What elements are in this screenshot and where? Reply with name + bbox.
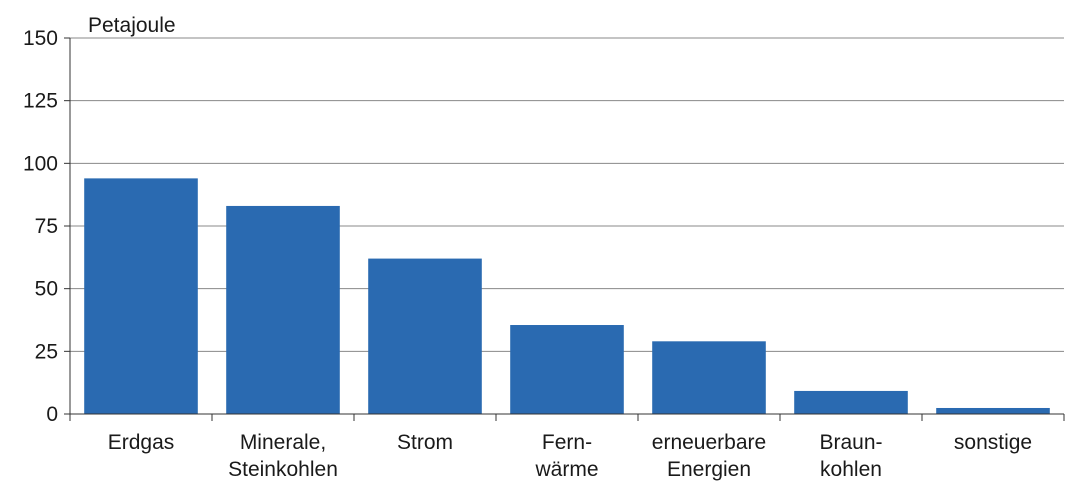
y-tick-label: 100 bbox=[23, 152, 58, 175]
x-tick-label: Minerale, Steinkohlen bbox=[228, 431, 338, 481]
y-axis-label: Petajoule bbox=[88, 14, 176, 37]
x-tick-label: erneuerbare Energien bbox=[652, 431, 766, 481]
x-tick-label: Braun-kohlen bbox=[819, 431, 882, 481]
y-tick-label: 25 bbox=[35, 340, 58, 363]
x-tick-label: Strom bbox=[397, 431, 453, 454]
x-tick-label: sonstige bbox=[954, 431, 1032, 454]
x-tick-label: Erdgas bbox=[108, 431, 175, 454]
bar bbox=[368, 258, 482, 414]
y-tick-label: 125 bbox=[23, 90, 58, 113]
bar bbox=[936, 407, 1050, 414]
bar bbox=[226, 205, 340, 414]
bar bbox=[652, 341, 766, 414]
y-tick-label: 0 bbox=[46, 403, 58, 426]
y-tick-label: 150 bbox=[23, 27, 58, 50]
bar bbox=[510, 325, 624, 414]
y-tick-label: 75 bbox=[35, 215, 58, 238]
bar bbox=[794, 390, 908, 414]
bar bbox=[84, 178, 198, 414]
x-tick-label: Fern-wärme bbox=[534, 431, 598, 481]
y-tick-label: 50 bbox=[35, 278, 58, 301]
